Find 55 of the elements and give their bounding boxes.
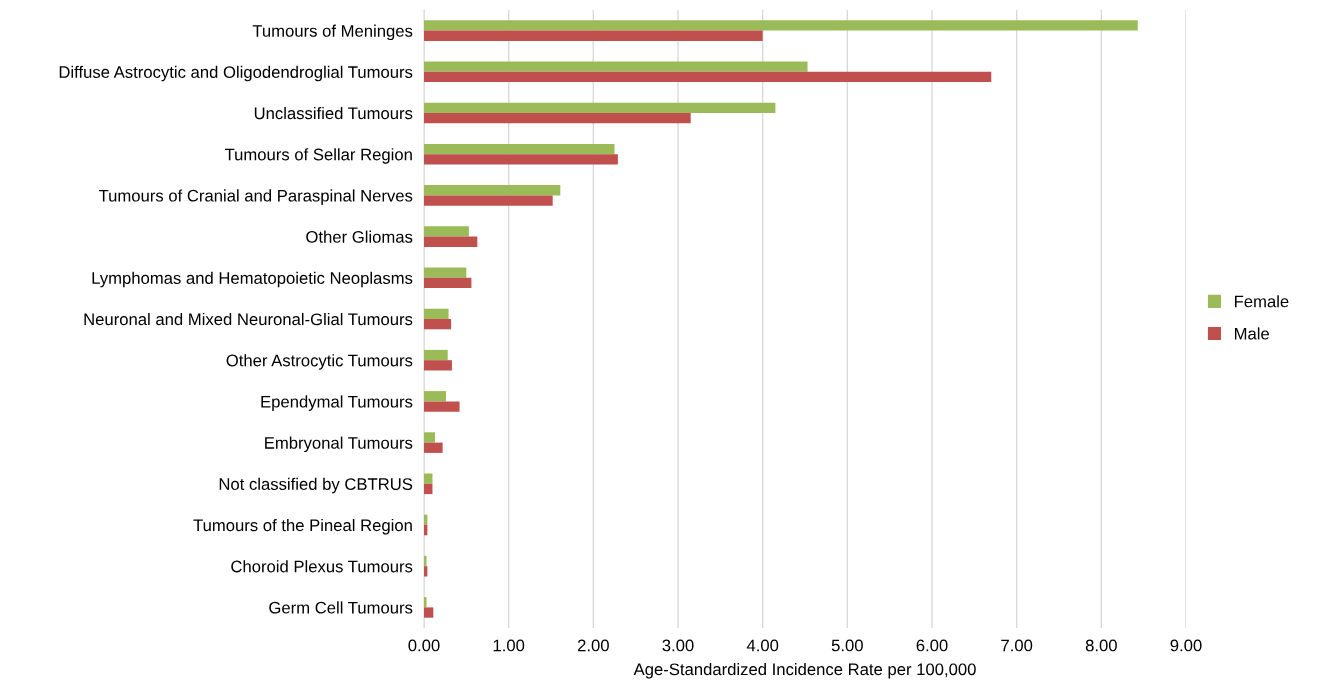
y-tick-label: Not classified by CBTRUS: [219, 477, 413, 494]
y-tick-label: Unclassified Tumours: [254, 106, 413, 120]
x-tick-label: 0.00: [408, 639, 440, 652]
bar: [424, 597, 427, 608]
y-tick-label: Tumours of Cranial and Paraspinal Nerves: [98, 189, 413, 205]
y-tick-label: Other Gliomas: [306, 230, 413, 243]
bar: [424, 555, 427, 567]
bar: [424, 185, 561, 196]
x-tick-label: 4.00: [746, 639, 779, 652]
y-tick-label: Germ Cell Tumours: [269, 601, 413, 614]
y-tick-label: Tumours of the Pineal Region: [193, 518, 412, 535]
y-tick-label: Lymphomas and Hematopoietic Neoplasms: [92, 271, 413, 288]
bar: [424, 195, 553, 206]
y-tick-label: Tumours of Sellar Region: [224, 148, 412, 164]
bar: [424, 61, 808, 72]
bar: [424, 319, 452, 330]
bar: [424, 607, 434, 618]
x-tick-label: 3.00: [662, 639, 694, 652]
bar: [424, 391, 447, 402]
bar: [424, 473, 433, 484]
bar: [424, 277, 472, 289]
bar: [424, 267, 467, 278]
bar: [424, 143, 615, 155]
bar: [424, 71, 992, 83]
y-tick-label: Diffuse Astrocytic and Oligodendroglial Tumours: [59, 65, 413, 82]
bar: [424, 236, 478, 247]
legend-label: Male: [1234, 327, 1269, 340]
y-tick-label: Tumours of Meninges: [252, 24, 413, 41]
y-tick-label: Embryonal Tumours: [265, 436, 413, 453]
bar: [424, 360, 452, 371]
x-tick-label: 9.00: [1170, 639, 1202, 652]
bar: [424, 483, 433, 495]
x-tick-label: 5.00: [831, 639, 863, 652]
bar: [424, 113, 691, 124]
x-axis-title: Age-Standardized Incidence Rate per 100,000: [633, 662, 976, 679]
bar: [424, 30, 763, 41]
x-tick-label: 8.00: [1085, 639, 1117, 652]
bar: [424, 349, 448, 361]
bar: [424, 432, 436, 443]
x-tick-label: 6.00: [916, 639, 948, 652]
x-tick-label: 7.00: [1001, 639, 1033, 652]
bar: [424, 226, 469, 237]
y-tick-label: Neuronal and Mixed Neuronal-Glial Tumours: [84, 312, 413, 326]
x-tick-label: 1.00: [493, 639, 525, 652]
bar: [424, 154, 618, 165]
bar: [424, 401, 460, 412]
y-tick-label: Ependymal Tumours: [261, 395, 413, 411]
x-tick-label: 2.00: [577, 639, 609, 652]
legend-label: Female: [1234, 295, 1289, 308]
y-tick-label: Other Astrocytic Tumours: [226, 354, 413, 370]
bar: [424, 442, 443, 453]
y-tick-label: Choroid Plexus Tumours: [231, 560, 413, 573]
bar: [424, 20, 1138, 31]
bar: [424, 308, 449, 319]
bar: [424, 102, 776, 113]
